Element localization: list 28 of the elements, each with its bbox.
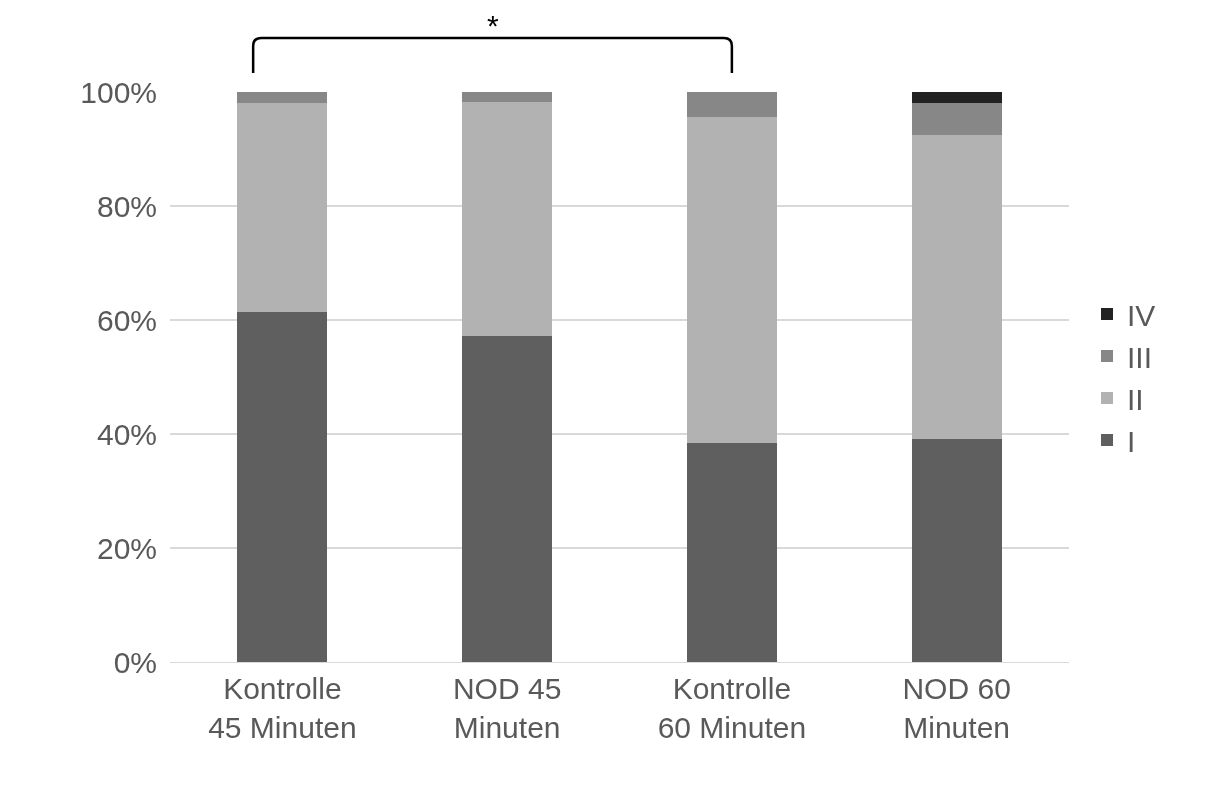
bar <box>686 92 777 118</box>
bar <box>911 439 1002 662</box>
bar <box>911 134 1002 440</box>
legend-label: II <box>1126 382 1144 416</box>
y-tick-label: 80% <box>96 189 157 223</box>
x-tick-label: NOD 60 Minuten <box>902 672 1011 744</box>
bar <box>237 103 328 313</box>
text: * <box>487 9 499 42</box>
y-tick-label: 20% <box>96 531 157 565</box>
bar <box>462 102 553 336</box>
bar <box>686 443 777 662</box>
bar <box>462 92 553 103</box>
y-tick-label: 40% <box>96 417 157 451</box>
bar <box>911 103 1002 135</box>
legend-label: III <box>1126 340 1152 374</box>
y-tick-label: 60% <box>96 303 157 337</box>
bar <box>462 335 553 662</box>
bar <box>237 92 328 104</box>
x-tick-label: Kontrolle 45 Minuten <box>208 672 357 744</box>
bar <box>911 92 1002 104</box>
legend-label: I <box>1126 424 1136 458</box>
legend-label: IV <box>1126 298 1156 332</box>
x-tick-label: NOD 45 Minuten <box>452 672 562 744</box>
y-tick-label: 100% <box>80 75 157 109</box>
y-tick-label: 0% <box>113 645 157 679</box>
bar <box>237 312 328 662</box>
bar <box>686 117 777 444</box>
x-tick-label: Kontrolle 60 Minuten <box>657 672 807 744</box>
